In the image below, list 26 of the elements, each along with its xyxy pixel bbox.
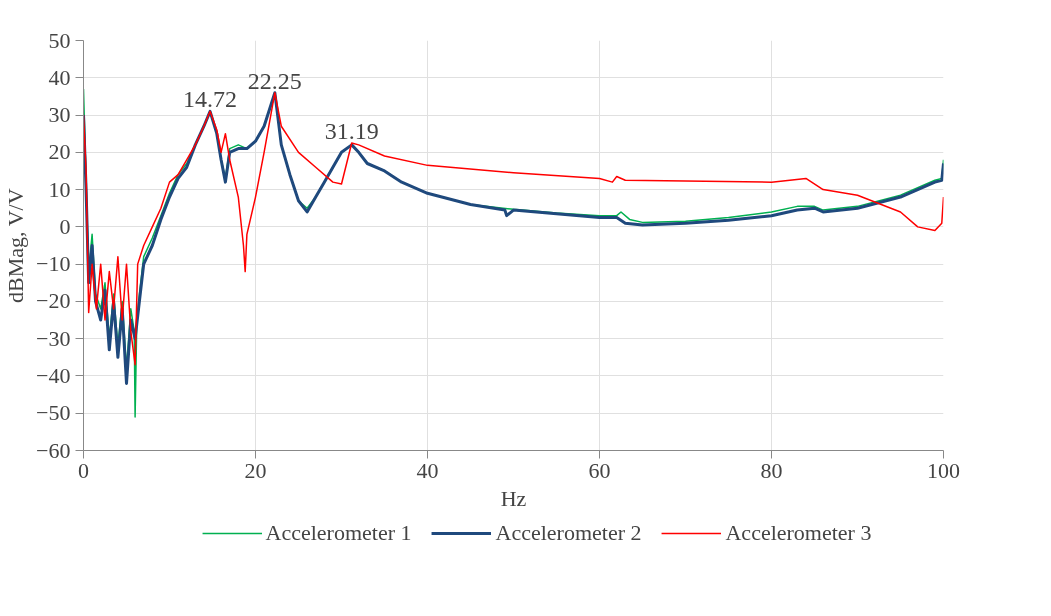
y-tick-label: −50 bbox=[36, 400, 71, 426]
x-tick-label: 100 bbox=[927, 457, 960, 483]
annotation: 14.72 bbox=[183, 86, 238, 113]
y-tick-label: −30 bbox=[36, 325, 71, 351]
y-tick-label: 20 bbox=[48, 139, 71, 165]
x-tick-label: 80 bbox=[760, 457, 783, 483]
annotation: 22.25 bbox=[247, 67, 302, 94]
x-tick-label: 60 bbox=[588, 457, 611, 483]
y-axis-title: dBMag, V/V bbox=[3, 188, 29, 303]
y-tick-label: 10 bbox=[48, 176, 71, 202]
y-tick-label: 30 bbox=[48, 102, 71, 128]
legend-label: Accelerometer 3 bbox=[725, 520, 872, 546]
annotation: 31.19 bbox=[324, 118, 379, 144]
x-axis-title: Hz bbox=[500, 485, 527, 511]
y-tick-label: −60 bbox=[36, 437, 71, 463]
x-tick-label: 0 bbox=[78, 457, 89, 483]
legend-label: Accelerometer 1 bbox=[265, 520, 412, 546]
x-tick-label: 40 bbox=[416, 457, 439, 483]
y-tick-label: 40 bbox=[48, 64, 71, 90]
y-tick-label: −20 bbox=[36, 288, 71, 314]
x-tick-label: 20 bbox=[244, 457, 267, 483]
y-tick-label: 50 bbox=[48, 27, 71, 53]
legend-label: Accelerometer 2 bbox=[495, 520, 642, 546]
y-tick-label: −10 bbox=[36, 251, 71, 277]
y-tick-label: −40 bbox=[36, 362, 71, 388]
y-tick-label: 0 bbox=[59, 213, 71, 239]
